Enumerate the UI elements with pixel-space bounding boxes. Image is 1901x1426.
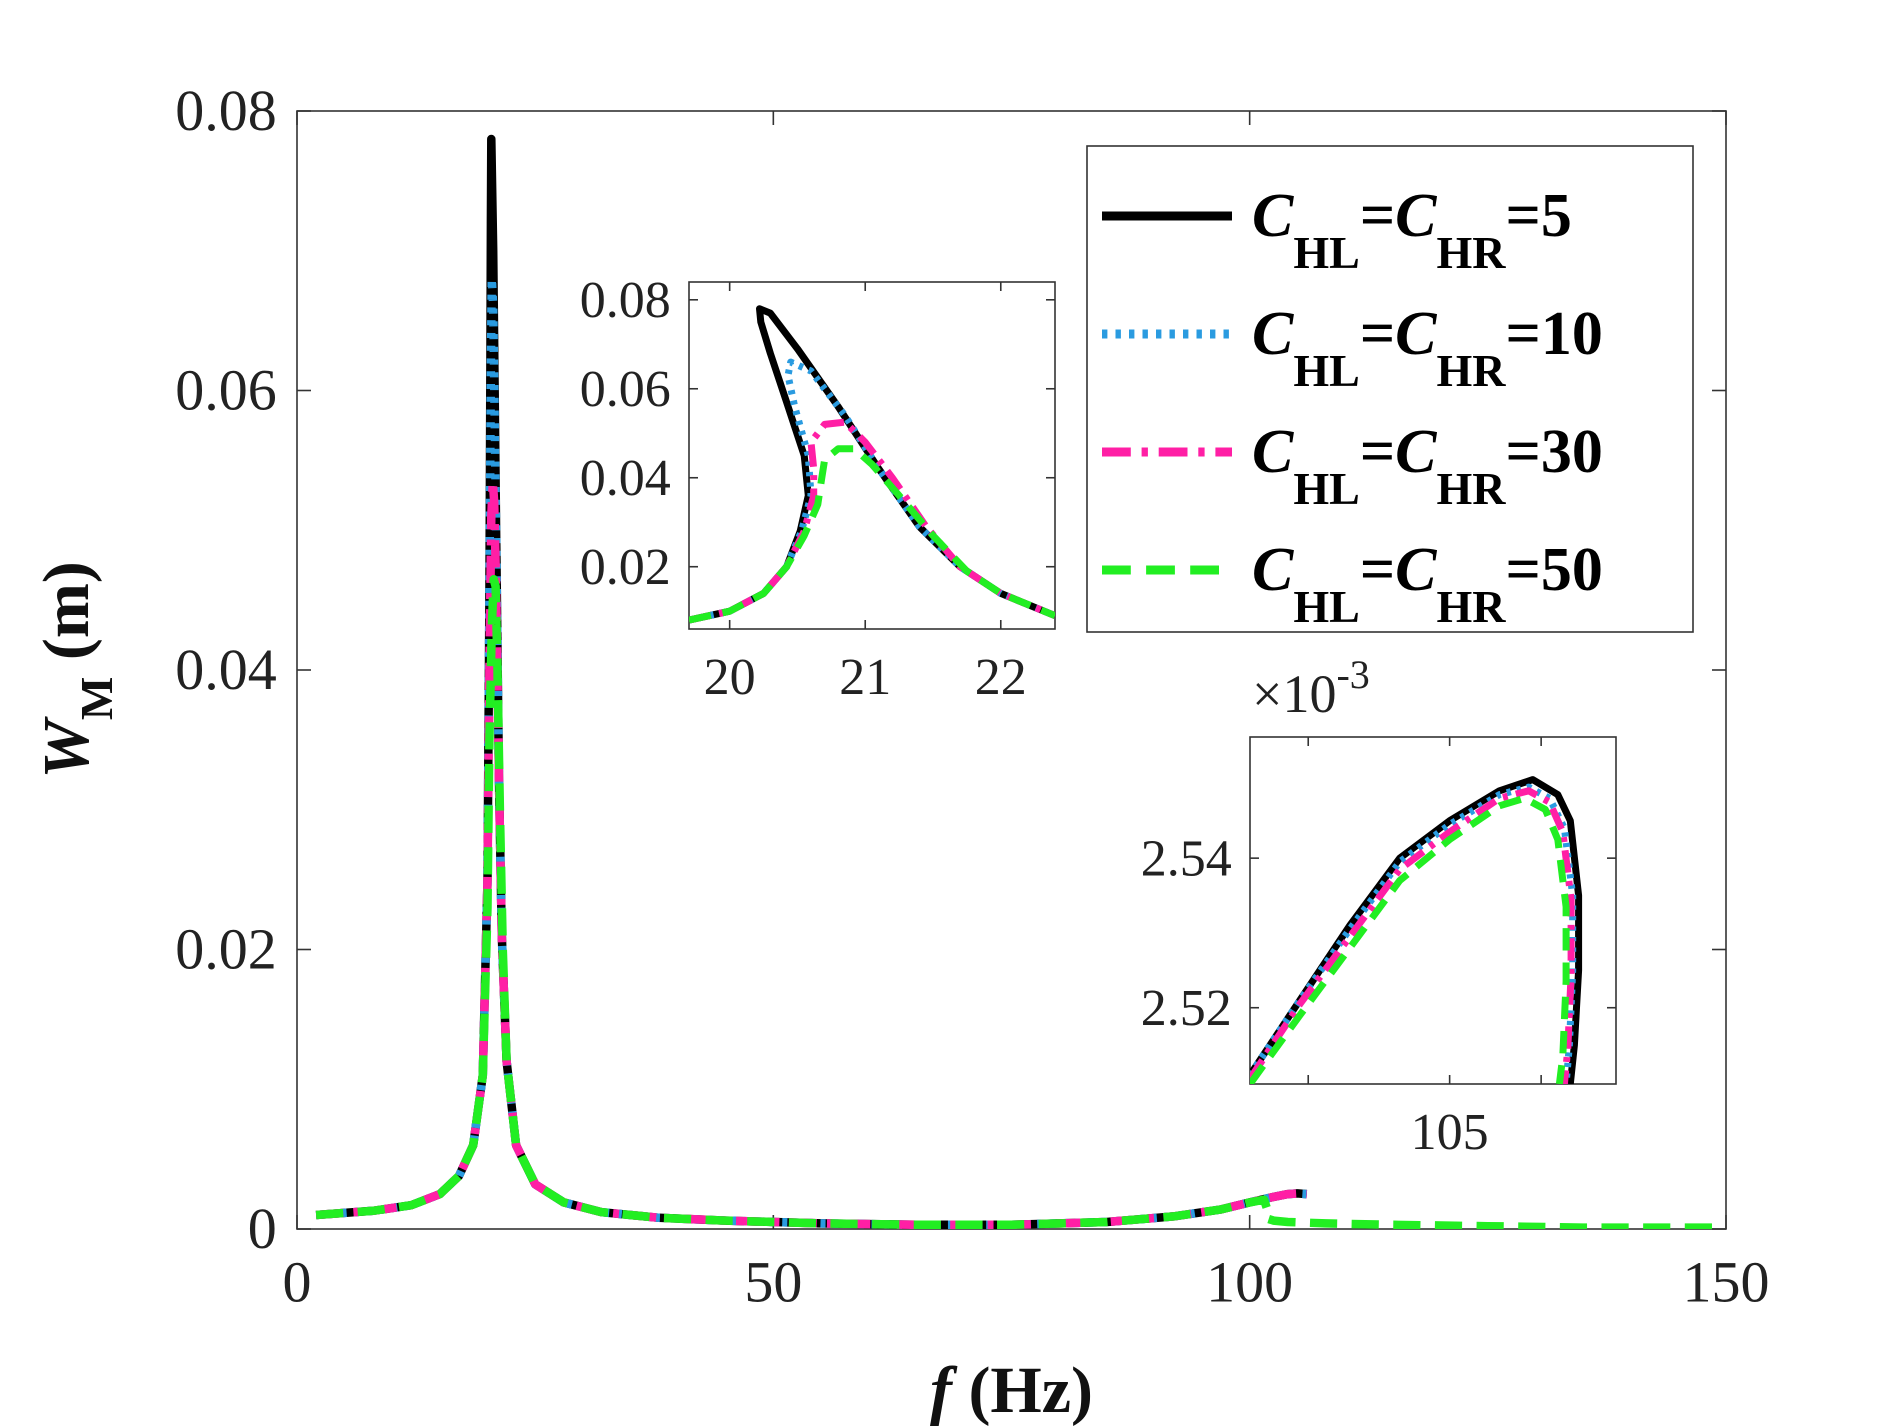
legend-item: CHL=CHR=50: [1102, 536, 1603, 632]
legend-label-part: HL: [1293, 345, 1359, 396]
legend-item: CHL=CHR=5: [1102, 182, 1572, 278]
main-ytick-label: 0.08: [175, 78, 277, 143]
main-xtick-label: 150: [1683, 1250, 1770, 1315]
x-axis-title-unit: (Hz): [952, 1354, 1093, 1426]
y-axis-title-unit: (m): [30, 561, 103, 676]
inset1-series-group: [689, 305, 1055, 624]
inset2-xtick-label: 105: [1411, 1104, 1489, 1161]
inset1-ytick-label: 0.02: [580, 539, 671, 596]
legend-label-part: HR: [1437, 227, 1507, 278]
main-series-chl-chr-50: [315, 574, 1726, 1229]
main-ytick-label: 0.04: [175, 637, 277, 702]
legend-label-part: HR: [1437, 345, 1507, 396]
legend-label-part: HL: [1293, 463, 1359, 514]
inset2-scale-label: ×10-3: [1252, 652, 1370, 724]
legend-label-part: =: [1360, 300, 1395, 368]
legend-box: [1086, 145, 1694, 633]
main-series-group: [315, 134, 1726, 1229]
inset2-series-chl-chr-50: [1250, 794, 1570, 1084]
main-xtick-label: 50: [744, 1250, 802, 1315]
legend-label-part: =: [1360, 182, 1395, 250]
legend-label-part: C: [1252, 536, 1294, 604]
main-xtick-label: 100: [1206, 1250, 1293, 1315]
inset1-xtick-label: 22: [975, 649, 1027, 706]
legend-label-part: HL: [1293, 581, 1359, 632]
main-ytick-label: 0: [248, 1196, 277, 1261]
inset1-ytick-label: 0.08: [580, 272, 671, 329]
legend-item: CHL=CHR=30: [1102, 418, 1603, 514]
inset1-axes: 20 21 22 0.02 0.04 0.06 0.08: [580, 272, 1056, 706]
inset2-scale-exponent: -3: [1336, 652, 1369, 697]
inset2-scale-prefix: ×10: [1252, 664, 1336, 724]
legend-label-part: C: [1395, 536, 1437, 604]
main-ytick-label: 0.06: [175, 358, 277, 423]
y-axis-title: WM (m): [30, 561, 122, 779]
legend-label-part: C: [1395, 300, 1437, 368]
legend-item: CHL=CHR=10: [1102, 300, 1603, 396]
legend-label: CHL=CHR=30: [1252, 418, 1603, 514]
legend-label-part: C: [1395, 418, 1437, 486]
legend-label-part: HR: [1437, 463, 1507, 514]
legend-label-part: =5: [1506, 182, 1572, 250]
inset1-xtick-label: 20: [704, 649, 756, 706]
legend-label-part: =30: [1506, 418, 1603, 486]
inset2-ytick-label: 2.54: [1141, 830, 1232, 887]
legend-label: CHL=CHR=10: [1252, 300, 1603, 396]
inset2-series-chl-chr-30: [1250, 787, 1575, 1084]
legend-label-part: C: [1395, 182, 1437, 250]
legend-label-part: HL: [1293, 227, 1359, 278]
main-xtick-label: 0: [283, 1250, 312, 1315]
legend-label-part: =: [1360, 418, 1395, 486]
legend-label-part: HR: [1437, 581, 1507, 632]
main-ytick-label: 0.02: [175, 917, 277, 982]
y-axis-title-variable: W: [30, 716, 103, 779]
legend-label: CHL=CHR=5: [1252, 182, 1572, 278]
inset1-ytick-label: 0.04: [580, 450, 671, 507]
legend-label-part: =10: [1506, 300, 1603, 368]
legend-label-part: C: [1252, 418, 1294, 486]
legend-label-part: =: [1360, 536, 1395, 604]
legend-label-part: C: [1252, 300, 1294, 368]
inset2-ytick-label: 2.52: [1141, 980, 1232, 1037]
y-axis-title-subscript: M: [71, 677, 122, 720]
inset2-series-group: [1250, 776, 1583, 1084]
x-axis-title: f (Hz): [930, 1354, 1093, 1426]
legend-label-part: C: [1252, 182, 1294, 250]
legend-label: CHL=CHR=50: [1252, 536, 1603, 632]
inset1-xtick-label: 21: [839, 649, 891, 706]
legend-label-part: =50: [1506, 536, 1603, 604]
inset1-ytick-label: 0.06: [580, 361, 671, 418]
